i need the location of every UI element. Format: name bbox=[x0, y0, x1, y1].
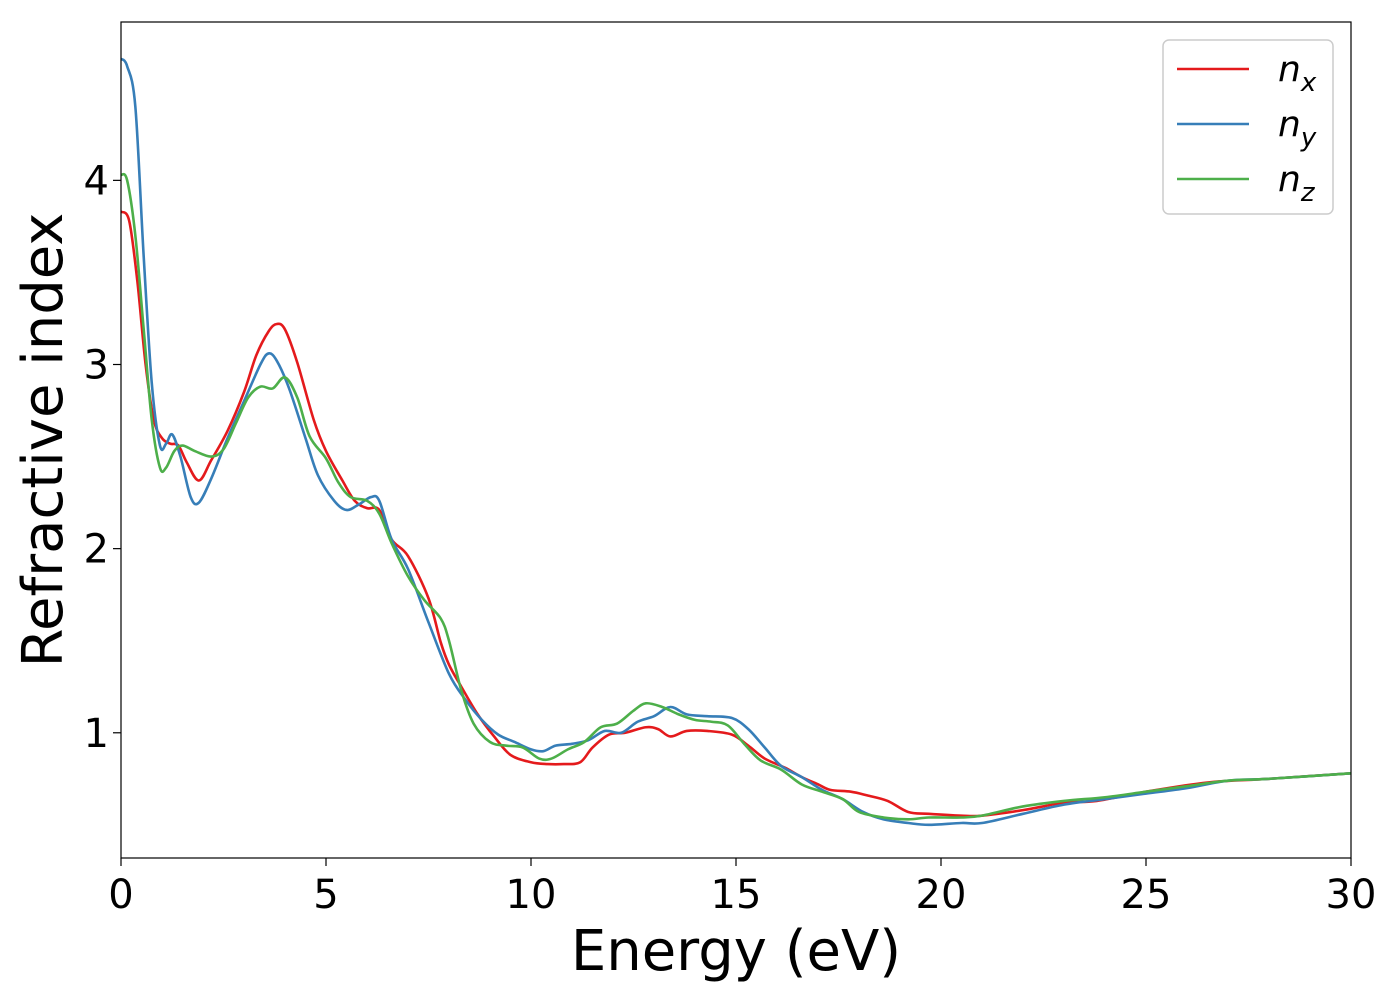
y-axis: 1 2 3 4 bbox=[84, 158, 121, 757]
plot-lines bbox=[121, 57, 1351, 827]
legend-label-y: ny bbox=[1278, 104, 1317, 153]
legend-label-z: nz bbox=[1278, 159, 1316, 208]
y-tick-label: 3 bbox=[84, 343, 109, 389]
x-tick-label: 25 bbox=[1121, 872, 1172, 918]
x-tick-label: 20 bbox=[916, 872, 967, 918]
y-tick-label: 2 bbox=[84, 527, 109, 573]
x-tick-label: 5 bbox=[313, 872, 338, 918]
y-axis-label: Refractive index bbox=[11, 213, 76, 668]
series-line-z bbox=[121, 172, 1351, 821]
x-tick-label: 10 bbox=[506, 872, 557, 918]
x-axis: 0 5 10 15 20 25 30 bbox=[108, 858, 1376, 918]
y-tick-label: 4 bbox=[84, 158, 109, 204]
x-tick-label: 15 bbox=[711, 872, 762, 918]
legend: nx ny nz bbox=[1162, 39, 1334, 215]
series-line-x bbox=[121, 210, 1351, 818]
x-tick-label: 30 bbox=[1326, 872, 1377, 918]
legend-box bbox=[1162, 39, 1334, 215]
y-tick-label: 1 bbox=[84, 711, 109, 757]
series-line-y bbox=[121, 57, 1351, 827]
x-tick-label: 0 bbox=[108, 872, 133, 918]
x-axis-label: Energy (eV) bbox=[571, 919, 901, 984]
legend-label-x: nx bbox=[1278, 49, 1317, 98]
